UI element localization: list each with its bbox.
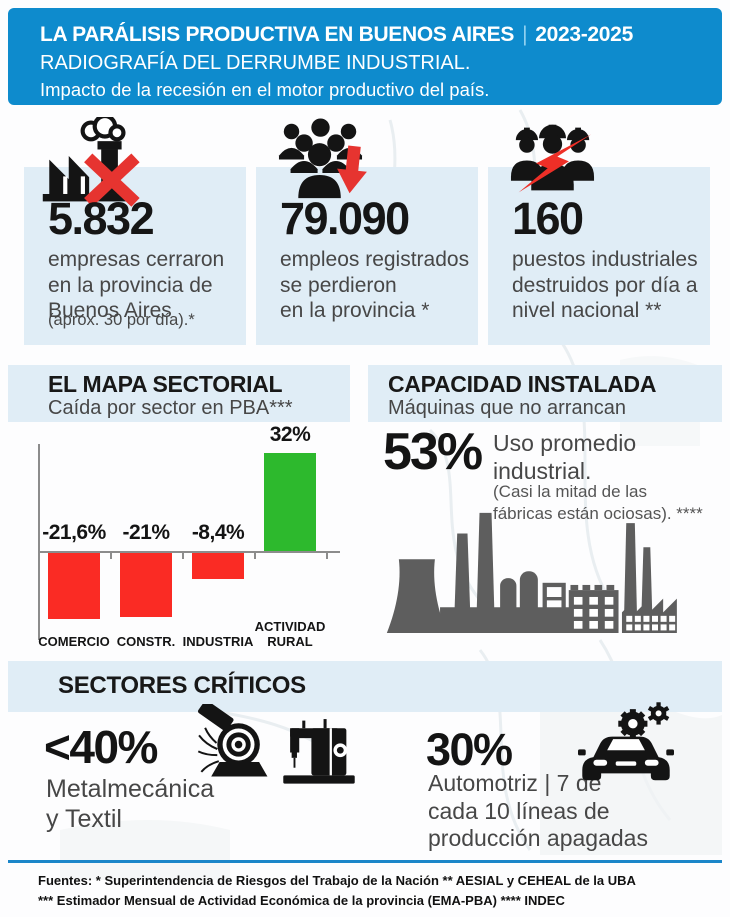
section-title: SECTORES CRÍTICOS: [58, 672, 306, 699]
chart-bar-comercio: [48, 553, 100, 619]
chart-axis-tick: [182, 551, 184, 559]
section-header-sector-map: EL MAPA SECTORIAL Caída por sector en PB…: [8, 365, 350, 422]
section-title: CAPACIDAD INSTALADA: [388, 371, 657, 397]
capacity-note: (Casi la mitad de las fábricas están oci…: [493, 482, 703, 524]
stat-description: empresas cerraron en la provincia de Bue…: [48, 248, 225, 323]
critical-label-metal-textile: Metalmecánica y Textil: [46, 775, 215, 833]
car-gears-icon: [578, 700, 674, 792]
chart-axis-tick: [326, 551, 328, 559]
header: LA PARÁLISIS PRODUCTIVA EN BUENOS AIRES |…: [8, 8, 722, 105]
stat-description: empleos registrados se perdieron en la p…: [280, 248, 470, 323]
chart-category-label: CONSTR.: [116, 634, 176, 650]
section-subtitle: Caída por sector en PBA***: [48, 397, 293, 419]
section-header-critical-sectors: SECTORES CRÍTICOS: [8, 661, 722, 712]
chart-zero-line: [38, 551, 340, 553]
chart-y-axis: [38, 444, 40, 640]
metal-grinder-icon: [196, 704, 272, 782]
footer-sources: Fuentes: * Superintendencia de Riesgos d…: [38, 871, 636, 910]
stat-description: puestos industriales destruidos por día …: [512, 248, 698, 323]
chart-value-label: -8,4%: [191, 521, 245, 544]
stat-box-industrial-jobs: 160 puestos industriales destruidos por …: [488, 124, 710, 345]
title-separator: |: [522, 23, 528, 46]
chart-axis-tick: [110, 551, 112, 559]
stat-note: (aprox. 30 por día).*: [48, 311, 195, 329]
critical-value-metal-textile: <40%: [44, 721, 158, 773]
sewing-machine-icon: [281, 712, 357, 790]
industrial-workers-icon: [504, 117, 601, 202]
stat-value-jobs-lost: 79.090: [280, 193, 410, 244]
title-period: 2023-2025: [535, 23, 633, 46]
page-tagline: Impacto de la recesión en el motor produ…: [40, 79, 490, 100]
critical-label-automotive: Automotriz | 7 de cada 10 líneas de prod…: [428, 770, 648, 852]
page-subtitle: RADIOGRAFÍA DEL DERRUMBE INDUSTRIAL.: [40, 52, 471, 74]
stat-box-jobs-lost: 79.090 empleos registrados se perdieron …: [256, 118, 478, 345]
footer-divider: [8, 860, 722, 863]
footer-sources-line1: Fuentes: * Superintendencia de Riesgos d…: [38, 873, 636, 888]
section-title: EL MAPA SECTORIAL: [48, 371, 283, 397]
footer-sources-line2: *** Estimador Mensual de Actividad Econó…: [38, 892, 565, 908]
chart-value-label: -21,6%: [42, 521, 106, 544]
critical-value-automotive: 30%: [426, 724, 513, 775]
chart-axis-tick: [254, 551, 256, 559]
chart-category-label: INDUSTRIA: [182, 634, 254, 650]
stat-value-closed-companies: 5.832: [48, 193, 155, 244]
jobs-lost-icon: [272, 117, 369, 202]
stat-value-industrial-jobs: 160: [512, 193, 584, 244]
capacity-label: Uso promedio industrial.: [493, 430, 637, 484]
chart-value-label: -21%: [122, 521, 170, 544]
section-subtitle: Máquinas que no arrancan: [388, 397, 626, 419]
header-title-line: LA PARÁLISIS PRODUCTIVA EN BUENOS AIRES |…: [40, 21, 722, 48]
chart-bar-actividad-rural: [264, 453, 316, 551]
stat-box-closed-companies: 5.832 empresas cerraron en la provincia …: [24, 117, 246, 345]
chart-category-label: ACTIVIDAD RURAL: [254, 619, 326, 650]
sector-bar-chart: -21,6% COMERCIO -21% CONSTR. -8,4% INDUSTRIA 3…: [28, 423, 358, 652]
capacity-value: 53%: [383, 423, 483, 481]
page-title: LA PARÁLISIS PRODUCTIVA EN BUENOS AIRES: [40, 23, 515, 46]
chart-bar-constr-: [120, 553, 172, 617]
section-header-installed-capacity: CAPACIDAD INSTALADA Máquinas que no arra…: [368, 365, 722, 422]
closed-factory-icon: [40, 117, 142, 207]
chart-value-label: 32%: [269, 423, 311, 446]
chart-category-label: COMERCIO: [38, 634, 110, 650]
factory-skyline-icon: [385, 506, 677, 633]
chart-bar-industria: [192, 553, 244, 579]
